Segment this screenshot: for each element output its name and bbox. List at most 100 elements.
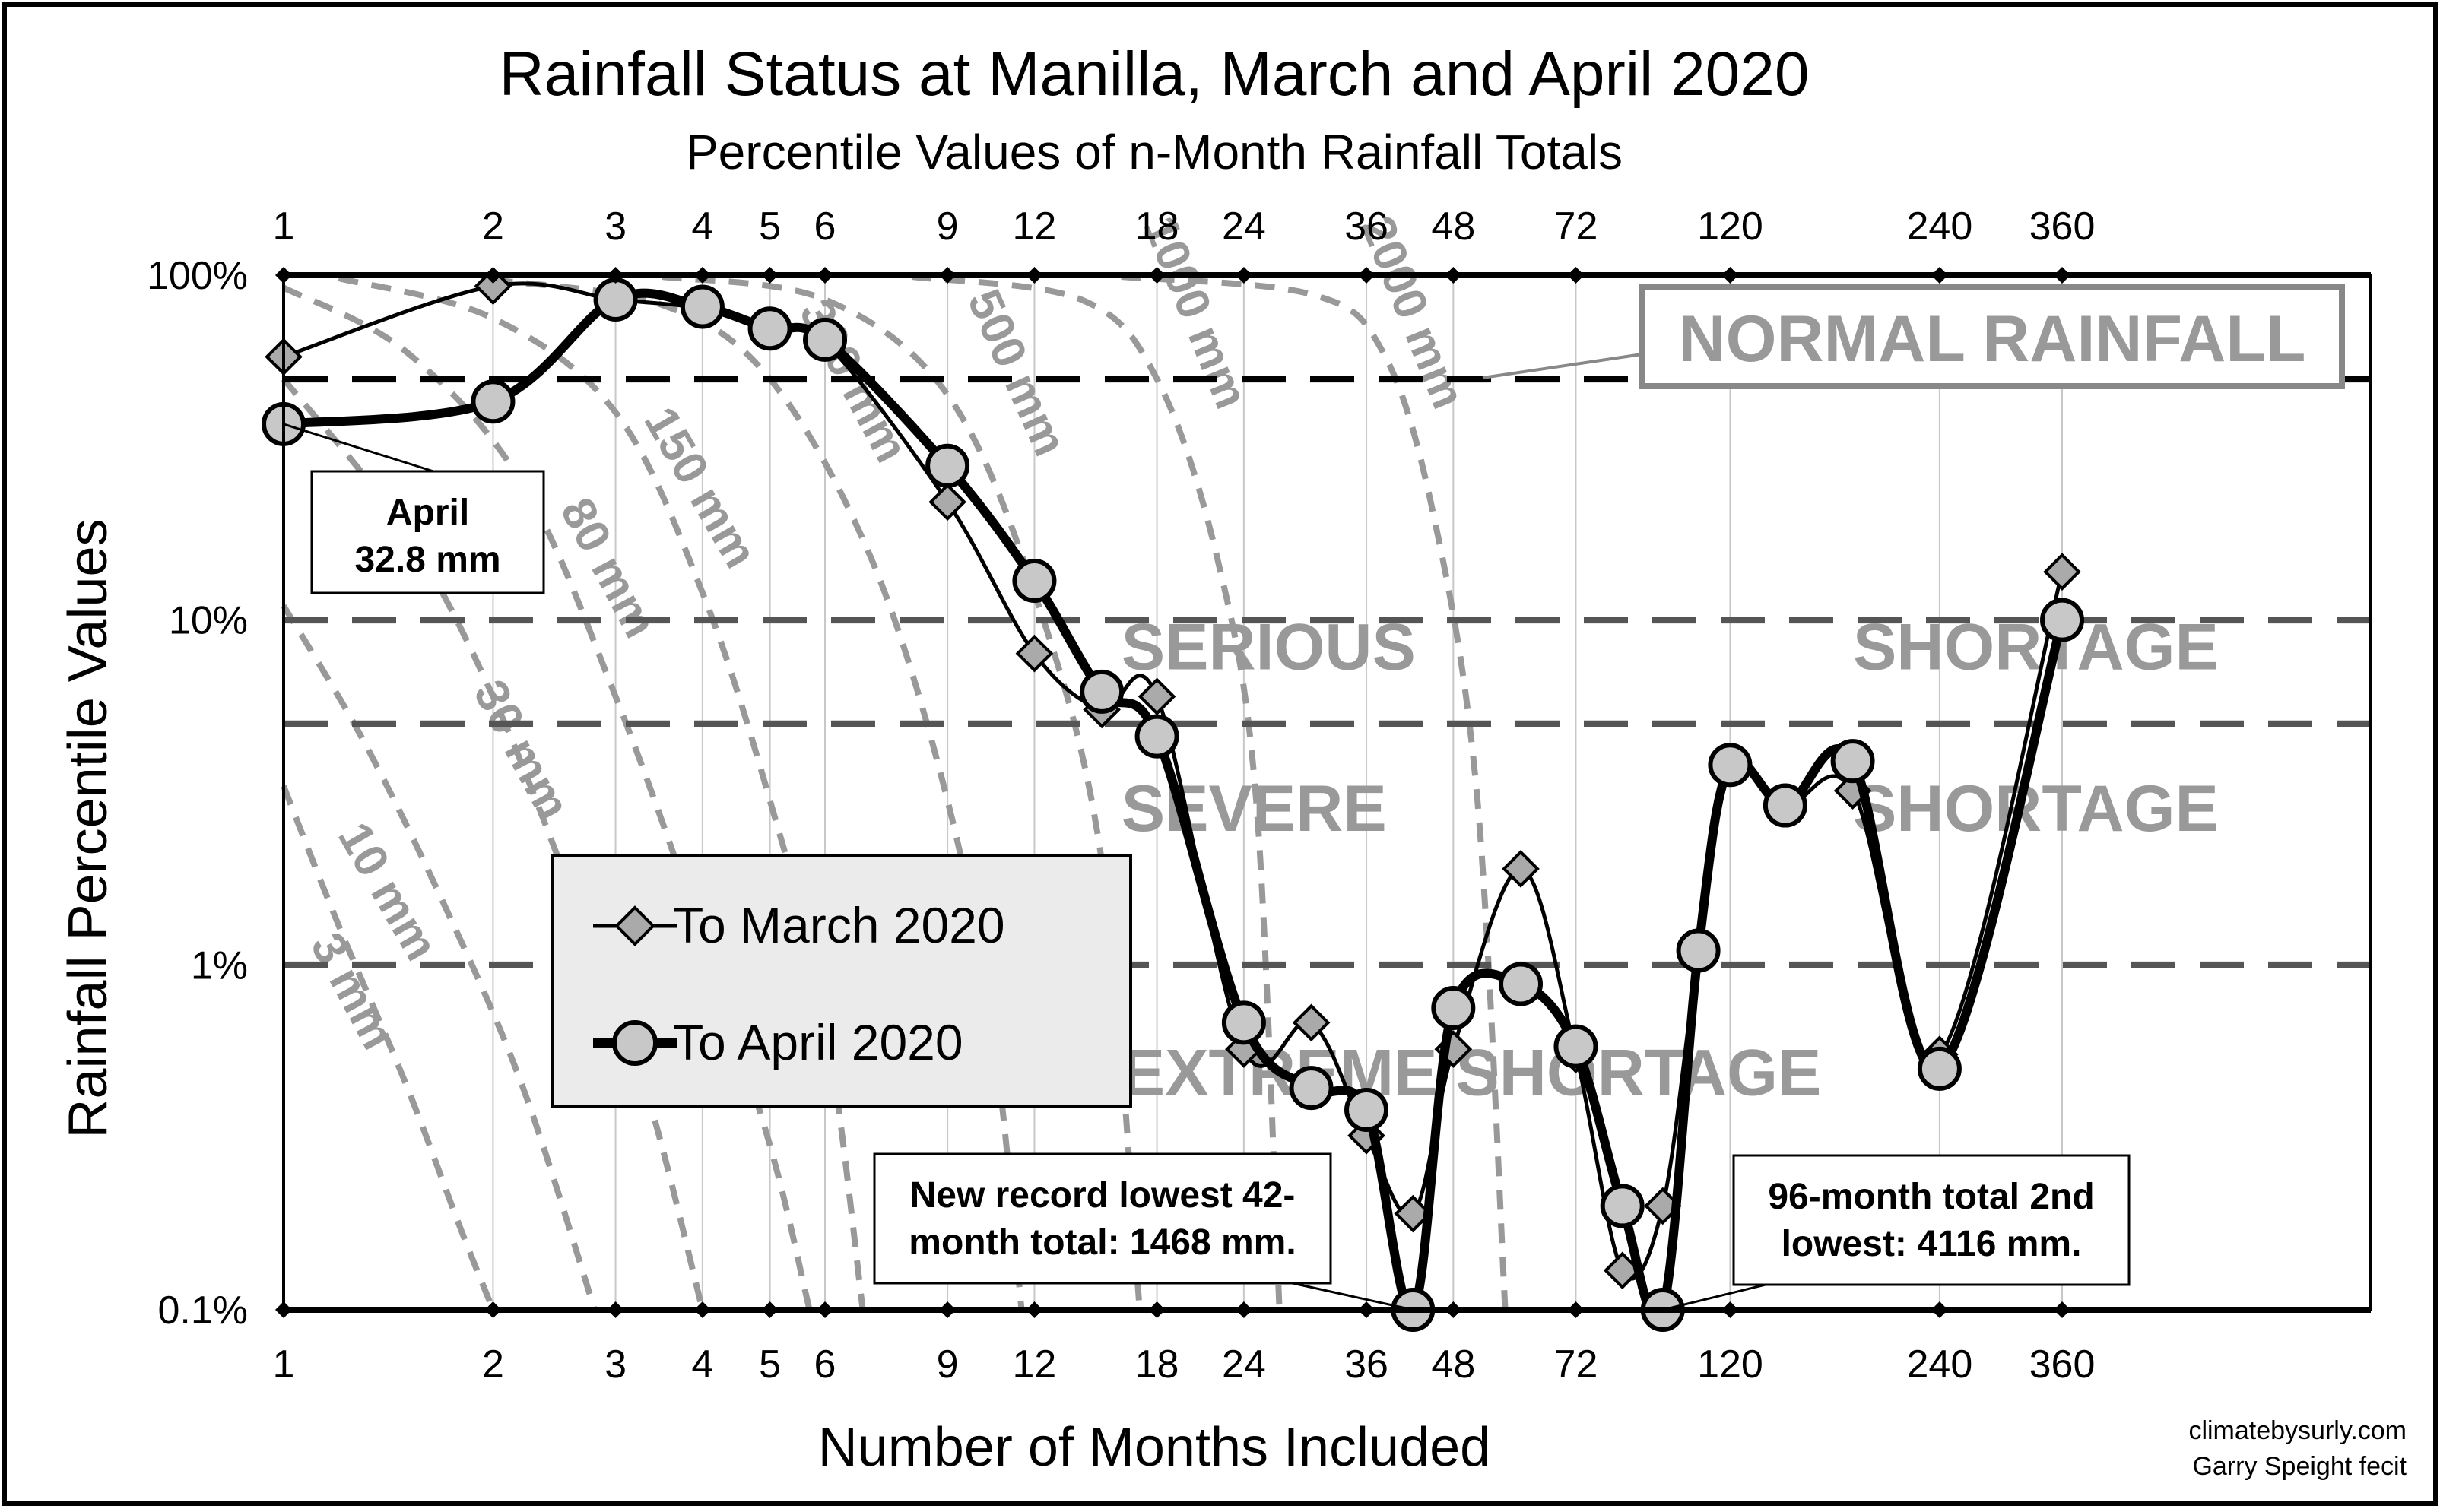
- zone-label: SEVERE: [1122, 772, 1387, 845]
- x-tick-label-top: 24: [1222, 204, 1266, 249]
- x-tick-marker: [761, 267, 779, 284]
- x-tick-marker: [1026, 267, 1043, 284]
- data-point-circle: [1134, 714, 1179, 759]
- normal-rainfall-callout: NORMAL RAINFALL: [1482, 284, 2345, 389]
- x-tick-label-top: 2: [482, 204, 504, 249]
- axes: 1122334455669912121818242436364848727212…: [147, 204, 2372, 1387]
- x-tick-marker: [1026, 1301, 1043, 1318]
- x-tick-marker: [607, 1301, 624, 1318]
- data-point-circle: [593, 277, 638, 322]
- callout-text: April: [386, 493, 469, 533]
- x-tick-marker: [275, 1301, 292, 1318]
- isohyet-curve: [281, 604, 598, 1311]
- x-tick-label-top: 12: [1013, 204, 1057, 249]
- x-tick-marker: [1358, 1301, 1375, 1318]
- data-point-circle: [1080, 669, 1125, 714]
- data-point-circle: [1708, 743, 1753, 788]
- zone-label: SHORTAGE: [1853, 772, 2219, 845]
- x-tick-marker: [693, 267, 711, 284]
- legend-marker-diamond: [614, 905, 655, 946]
- legend-label-march: To March 2020: [673, 897, 1005, 953]
- credit-website: climatebysurly.com: [2188, 1416, 2407, 1445]
- data-point-diamond: [1015, 634, 1054, 673]
- data-point-circle: [1600, 1184, 1645, 1228]
- callout-text: 32.8 mm: [354, 540, 500, 580]
- x-tick-marker: [1721, 1301, 1739, 1318]
- zone-label: EXTREME SHORTAGE: [1122, 1036, 1822, 1109]
- data-point-circle: [925, 443, 970, 488]
- x-tick-label-bottom: 2: [482, 1342, 504, 1387]
- x-tick-label-bottom: 4: [691, 1342, 713, 1387]
- x-tick-marker: [1148, 1301, 1166, 1318]
- x-tick-marker: [939, 267, 957, 284]
- x-tick-marker: [1721, 267, 1739, 284]
- y-tick-label: 10%: [169, 599, 248, 643]
- data-point-circle: [1676, 928, 1721, 973]
- x-tick-marker: [2054, 267, 2071, 284]
- data-point-circle: [680, 284, 725, 329]
- x-tick-marker: [693, 1301, 711, 1318]
- x-axis-label: Number of Months Included: [818, 1417, 1490, 1478]
- x-tick-label-top: 240: [1907, 204, 1973, 249]
- x-tick-label-top: 36: [1344, 204, 1388, 249]
- y-tick-label: 100%: [147, 254, 248, 298]
- x-tick-label-bottom: 1: [273, 1342, 295, 1387]
- x-tick-label-bottom: 72: [1554, 1342, 1598, 1387]
- data-point-circle: [1012, 558, 1057, 603]
- isohyet-curve: [281, 785, 497, 1311]
- x-tick-label-top: 18: [1135, 204, 1179, 249]
- data-point-circle: [1431, 986, 1476, 1031]
- x-tick-marker: [817, 1301, 834, 1318]
- chart-title: Rainfall Status at Manilla, March and Ap…: [500, 40, 1810, 109]
- x-tick-marker: [1235, 267, 1252, 284]
- data-point-diamond: [1138, 677, 1176, 716]
- data-point-circle: [1344, 1087, 1389, 1132]
- y-tick-label: 0.1%: [157, 1289, 248, 1333]
- x-tick-label-top: 120: [1697, 204, 1763, 249]
- x-tick-label-bottom: 9: [937, 1342, 959, 1387]
- data-point-circle: [803, 317, 848, 362]
- x-tick-label-bottom: 24: [1222, 1342, 1266, 1387]
- legend-box: [551, 854, 1132, 1108]
- data-point-diamond: [928, 483, 966, 521]
- chart-subtitle: Percentile Values of n-Month Rainfall To…: [686, 125, 1623, 179]
- normal-rainfall-leader: [1482, 350, 1658, 379]
- legend-label-april: To April 2020: [673, 1014, 963, 1070]
- x-tick-label-bottom: 3: [604, 1342, 627, 1387]
- x-tick-marker: [607, 267, 624, 284]
- x-tick-label-bottom: 6: [814, 1342, 836, 1387]
- data-point-diamond: [1292, 1003, 1331, 1042]
- x-tick-marker: [1358, 267, 1375, 284]
- x-tick-marker: [1567, 1301, 1585, 1318]
- x-tick-marker: [1445, 267, 1462, 284]
- data-point-circle: [2040, 598, 2085, 642]
- x-tick-label-top: 6: [814, 204, 836, 249]
- zone-label: SERIOUS: [1122, 610, 1416, 683]
- callout-text: New record lowest 42-: [910, 1175, 1296, 1216]
- callout-text: month total: 1468 mm.: [909, 1222, 1296, 1263]
- x-tick-marker: [2054, 1301, 2071, 1318]
- x-tick-label-top: 9: [937, 204, 959, 249]
- x-tick-marker: [1445, 1301, 1462, 1318]
- data-point-circle: [1553, 1024, 1598, 1069]
- x-tick-label-top: 3: [604, 204, 627, 249]
- data-point-circle: [1763, 783, 1807, 828]
- x-tick-label-bottom: 240: [1907, 1342, 1973, 1387]
- normal-rainfall-box: [1639, 284, 2345, 389]
- callout-box: [873, 1152, 1332, 1285]
- callout-leader: [1662, 1282, 1772, 1311]
- x-tick-label-bottom: 5: [759, 1342, 781, 1387]
- x-tick-label-top: 1: [273, 204, 295, 249]
- credit-author: Garry Speight fecit: [2192, 1452, 2407, 1481]
- callout-leader: [283, 423, 434, 473]
- x-tick-label-top: 5: [759, 204, 781, 249]
- data-series: [262, 267, 2085, 1332]
- data-point-circle: [1499, 962, 1544, 1006]
- x-tick-marker: [1931, 267, 1948, 284]
- annotations: April 32.8 mm New record lowest 42- month t…: [283, 423, 2131, 1311]
- x-tick-marker: [817, 267, 834, 284]
- x-tick-label-top: 4: [691, 204, 713, 249]
- x-tick-label-bottom: 12: [1013, 1342, 1057, 1387]
- callout-box: [310, 470, 545, 594]
- data-point-circle: [1221, 1000, 1266, 1045]
